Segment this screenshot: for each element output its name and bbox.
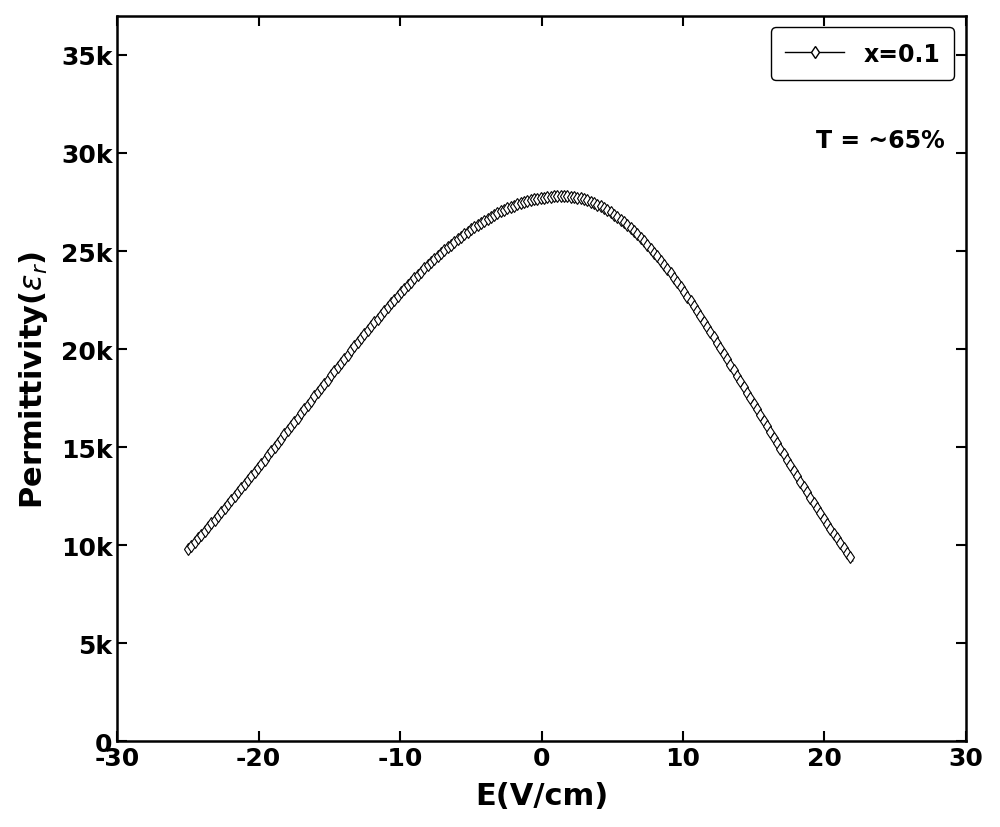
Legend: x=0.1: x=0.1 — [771, 28, 954, 81]
Text: T = ~65%: T = ~65% — [816, 129, 945, 153]
X-axis label: E(V/cm): E(V/cm) — [475, 782, 608, 810]
Y-axis label: Permittivity($\varepsilon_r$): Permittivity($\varepsilon_r$) — [17, 250, 50, 508]
